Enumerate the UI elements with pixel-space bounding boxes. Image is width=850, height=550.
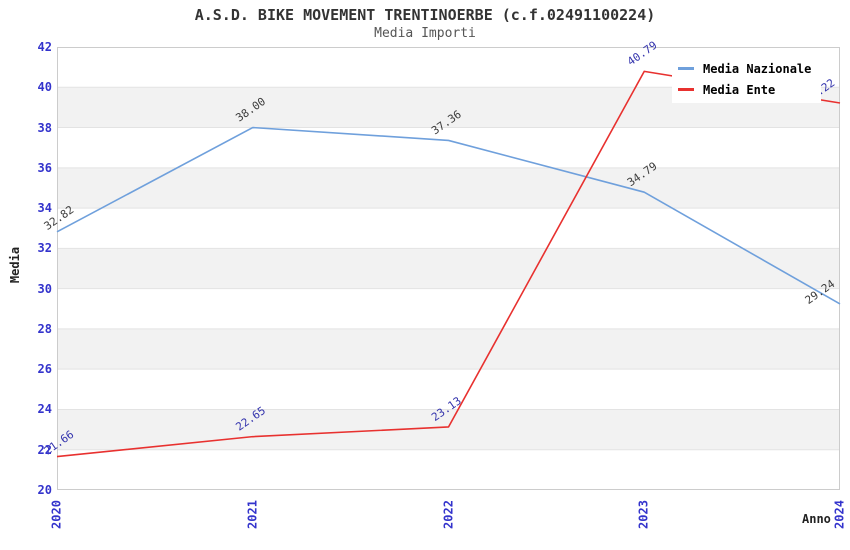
legend-item-label: Media Nazionale xyxy=(703,61,812,76)
legend-item-media-nazionale: Media Nazionale xyxy=(678,58,811,79)
x-axis-title: Anno xyxy=(802,512,831,526)
y-tick-label: 42 xyxy=(37,40,52,54)
x-tick-label: 2024 xyxy=(832,500,847,529)
legend-item-label: Media Ente xyxy=(703,82,776,97)
y-tick-label: 40 xyxy=(37,80,52,95)
legend: Media Nazionale Media Ente xyxy=(672,55,822,103)
plot-band xyxy=(57,127,840,168)
y-tick-label: 20 xyxy=(37,483,52,497)
series-line-media-nazionale xyxy=(56,126,841,305)
y-tick-label: 32 xyxy=(37,241,52,256)
plot-band xyxy=(57,288,840,329)
y-tick-label: 36 xyxy=(37,160,52,175)
legend-item-media-ente: Media Ente xyxy=(678,79,811,100)
chart-subtitle: Media Importi xyxy=(374,26,476,41)
plot-band xyxy=(57,328,840,370)
y-tick-label: 24 xyxy=(37,402,52,417)
x-tick-label: 2020 xyxy=(49,500,64,529)
y-tick-label: 22 xyxy=(37,442,52,457)
x-tick-label: 2023 xyxy=(636,500,651,529)
plot-band xyxy=(57,208,840,249)
y-tick-label: 26 xyxy=(37,362,52,377)
x-tick-label: 2021 xyxy=(245,500,260,529)
y-tick-label: 34 xyxy=(37,201,52,216)
plot-band xyxy=(57,369,840,410)
chart-title: A.S.D. BIKE MOVEMENT TRENTINOERBE (c.f.0… xyxy=(194,6,656,24)
plot-band xyxy=(57,167,840,209)
y-tick-label: 30 xyxy=(37,281,52,296)
legend-swatch xyxy=(678,67,694,70)
plot-band xyxy=(57,248,840,289)
y-tick-label: 38 xyxy=(37,120,52,135)
y-axis-title: Media xyxy=(8,246,22,284)
plot-band xyxy=(57,449,840,490)
x-tick-label: 2022 xyxy=(441,500,455,529)
plot-border xyxy=(57,47,840,490)
legend-swatch xyxy=(678,88,694,91)
y-tick-label: 28 xyxy=(37,321,52,336)
